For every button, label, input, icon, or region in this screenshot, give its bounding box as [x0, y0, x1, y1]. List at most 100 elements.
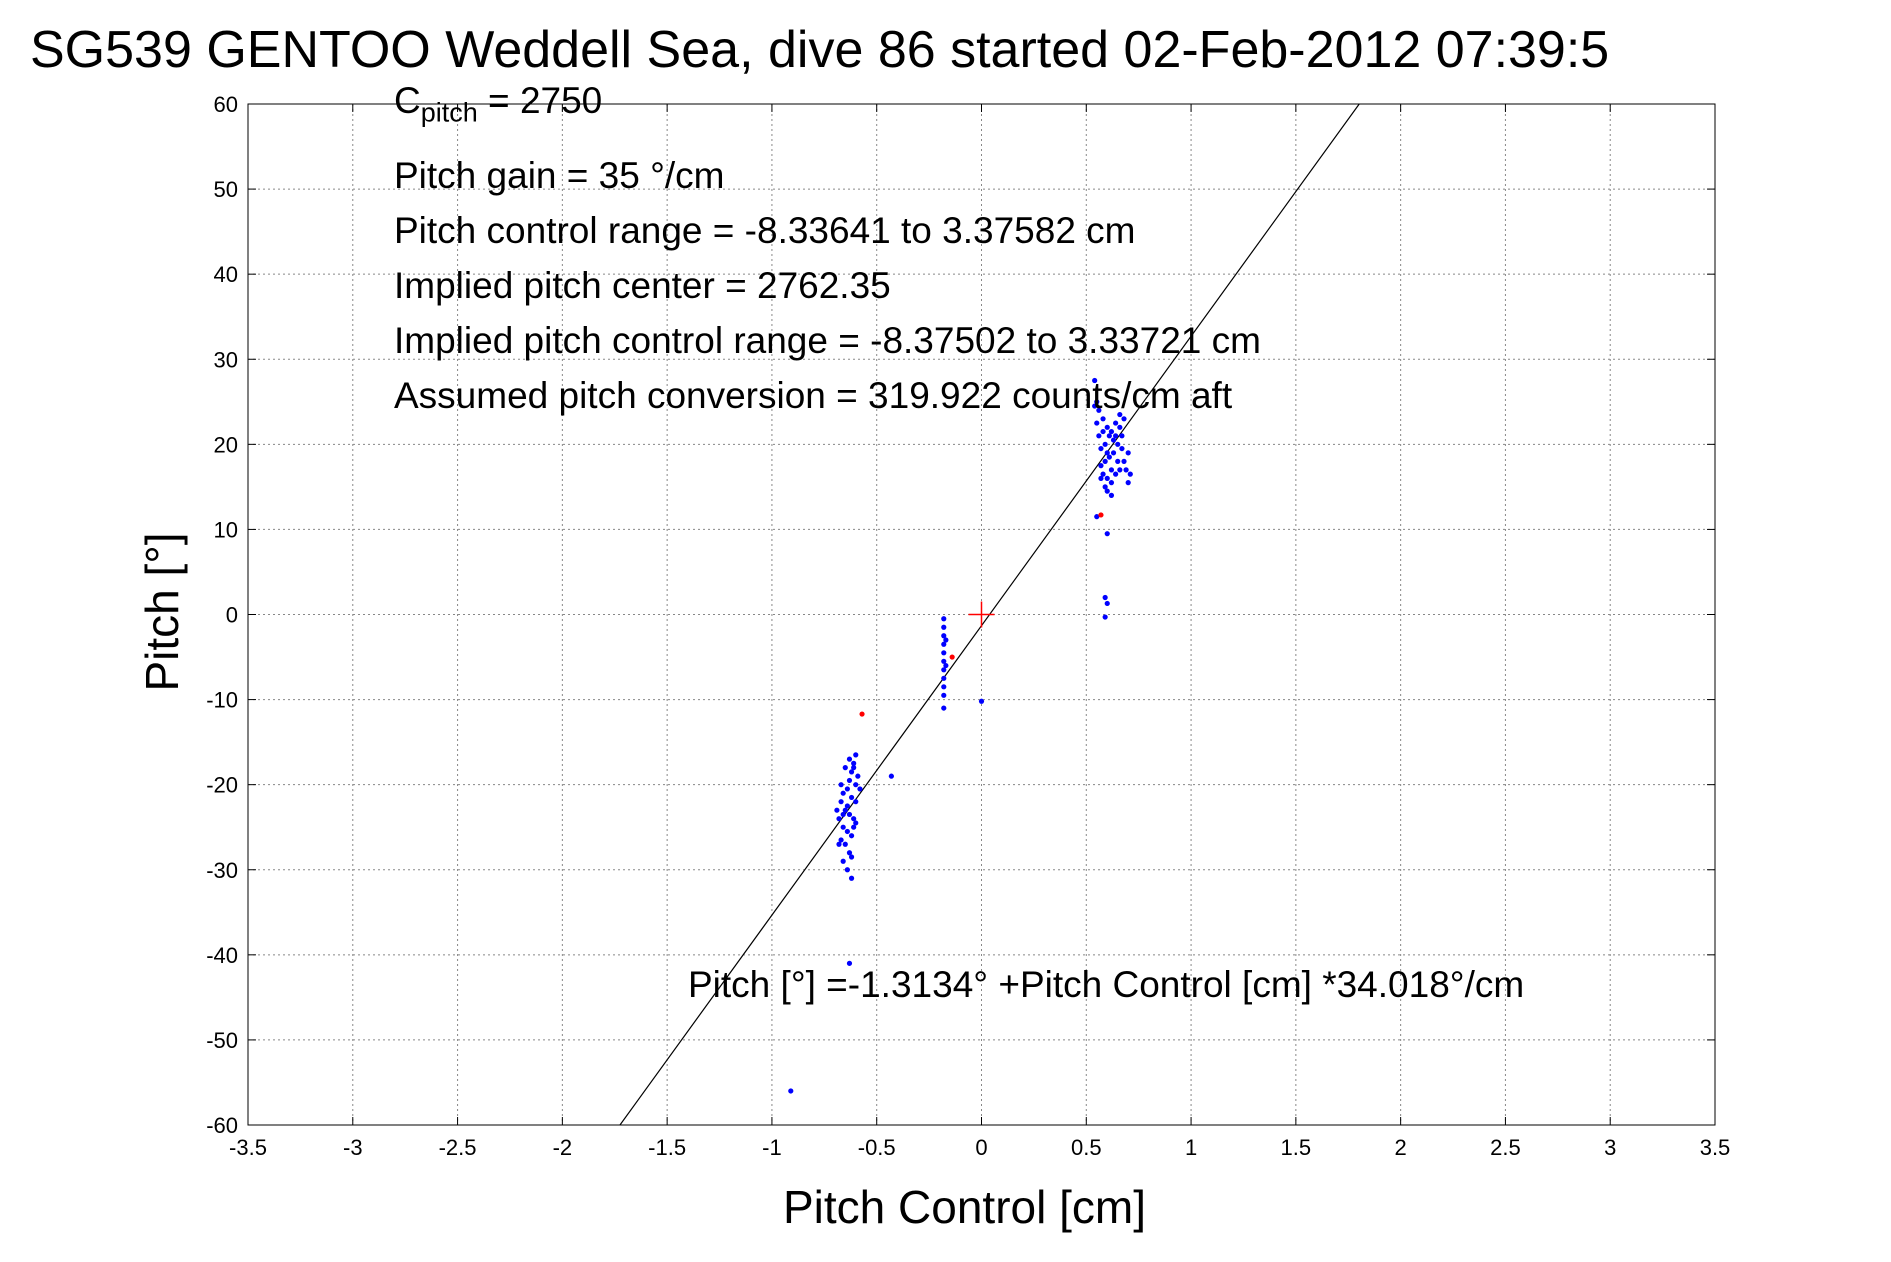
- cpitch-annotation: Cpitch = 2750: [394, 80, 602, 128]
- cpitch-value: = 2750: [477, 80, 603, 121]
- y-tick-label: 50: [214, 177, 238, 202]
- data-point: [1119, 433, 1125, 439]
- y-tick-label: 30: [214, 347, 238, 372]
- data-point: [848, 875, 855, 881]
- data-points: [788, 377, 1133, 1094]
- x-tick-label: 3: [1604, 1135, 1616, 1160]
- y-tick-label: -10: [206, 688, 238, 713]
- data-point: [1127, 471, 1133, 477]
- data-point: [941, 624, 947, 630]
- x-tick-label: -1: [762, 1135, 782, 1160]
- data-point: [1117, 424, 1123, 430]
- data-point: [846, 850, 853, 856]
- data-point: [1096, 433, 1102, 439]
- x-tick-label: -2.5: [439, 1135, 477, 1160]
- y-tick-label: -50: [206, 1028, 238, 1053]
- data-point: [1108, 428, 1115, 435]
- data-point: [1110, 437, 1117, 443]
- x-tick-label: 2: [1395, 1135, 1407, 1160]
- data-point: [1115, 441, 1121, 447]
- y-tick-label: -30: [206, 858, 238, 883]
- data-point: [949, 654, 955, 660]
- data-point: [1108, 492, 1115, 498]
- pitch-gain-annotation: Pitch gain = 35 °/cm: [394, 155, 725, 196]
- data-point: [848, 854, 855, 860]
- data-point: [941, 675, 947, 681]
- conversion-annotation: Assumed pitch conversion = 319.922 count…: [394, 375, 1233, 416]
- data-point: [848, 769, 855, 775]
- data-point: [1102, 441, 1108, 447]
- data-point: [941, 633, 947, 639]
- implied-range-annotation: Implied pitch control range = -8.37502 t…: [394, 320, 1261, 361]
- data-point: [836, 816, 842, 822]
- data-point: [1113, 420, 1119, 426]
- data-point: [1117, 467, 1123, 473]
- data-point: [941, 684, 947, 690]
- data-point: [1104, 600, 1110, 607]
- data-point: [846, 756, 853, 762]
- implied-center-annotation: Implied pitch center = 2762.35: [394, 265, 891, 306]
- data-point: [855, 773, 861, 779]
- data-point: [1096, 407, 1102, 413]
- data-point: [1102, 594, 1108, 601]
- x-tick-label: 1.5: [1281, 1135, 1312, 1160]
- data-point: [853, 782, 859, 788]
- data-point: [978, 698, 985, 704]
- y-tick-label: 0: [226, 603, 238, 628]
- data-point: [1104, 424, 1110, 430]
- data-point: [941, 667, 947, 673]
- x-tick-label: 3.5: [1700, 1135, 1731, 1160]
- data-point: [846, 960, 853, 966]
- grid: [248, 104, 1715, 1125]
- data-point: [834, 807, 840, 813]
- cpitch-sub: pitch: [420, 97, 478, 128]
- data-point: [1110, 450, 1117, 456]
- data-point: [1106, 454, 1112, 460]
- data-point: [941, 692, 947, 698]
- data-point: [941, 658, 947, 664]
- data-point: [842, 841, 848, 847]
- fit-equation-annotation: Pitch [°] =-1.3134° +Pitch Control [cm] …: [688, 964, 1525, 1005]
- data-point: [1100, 416, 1106, 422]
- data-point: [838, 782, 844, 788]
- data-point: [848, 794, 855, 801]
- data-point: [851, 760, 857, 766]
- data-point: [859, 711, 865, 717]
- data-point: [1104, 475, 1110, 481]
- data-point: [844, 828, 850, 835]
- data-point: [1102, 484, 1108, 490]
- data-point: [941, 616, 947, 622]
- data-point: [1117, 411, 1123, 418]
- y-axis-label: Pitch [°]: [136, 532, 188, 692]
- data-point: [1104, 531, 1110, 537]
- data-point: [1108, 467, 1115, 473]
- data-point: [846, 811, 853, 818]
- data-point: [851, 765, 857, 771]
- x-tick-label: -3: [343, 1135, 363, 1160]
- data-point: [842, 765, 848, 771]
- data-point: [1098, 475, 1104, 481]
- data-point: [1094, 399, 1100, 405]
- center-marker-group: [968, 601, 995, 628]
- data-point: [1098, 512, 1104, 518]
- data-point: [1115, 458, 1121, 464]
- data-point: [836, 841, 842, 847]
- data-point: [1098, 445, 1104, 452]
- data-point: [844, 803, 850, 809]
- x-tick-label: -2: [553, 1135, 573, 1160]
- data-point: [840, 811, 846, 818]
- data-point: [1092, 377, 1098, 384]
- data-point: [1119, 445, 1125, 452]
- data-point: [1104, 450, 1110, 456]
- y-tick-label: 20: [214, 432, 238, 457]
- data-point: [851, 824, 857, 830]
- x-axis-ticks: -3.5 -3 -2.5 -2 -1.5 -1 -0.5 0 0.5 1 1.5 2 2.5 3 3.5: [229, 104, 1730, 1160]
- chart-title: SG539 GENTOO Weddell Sea, dive 86 starte…: [30, 21, 1610, 79]
- data-point: [941, 641, 947, 647]
- cpitch-main: C: [394, 80, 421, 121]
- data-point: [888, 773, 894, 779]
- data-point: [1100, 471, 1106, 477]
- x-tick-label: 0.5: [1071, 1135, 1102, 1160]
- y-tick-label: 60: [214, 92, 238, 117]
